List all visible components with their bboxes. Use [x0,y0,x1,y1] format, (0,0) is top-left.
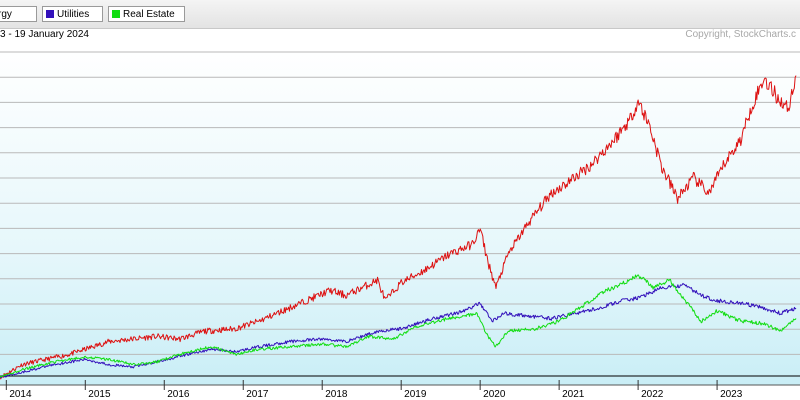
legend-bar: rgy Utilities Real Estate [0,0,800,29]
series-lines [0,75,797,380]
x-tick-label-2019: 2019 [404,389,427,400]
legend-label-utilities: Utilities [57,9,90,20]
date-range: 3 - 19 January 2024 [0,29,89,40]
series-line-utilities [0,282,797,379]
legend-item-energy[interactable]: rgy [0,6,37,22]
x-tick-label-2015: 2015 [88,389,111,400]
x-tick-label-2018: 2018 [325,389,348,400]
x-axis-ticks: 2014 2015 2016 2017 2018 2019 2020 2021 2022 2023 [5,380,743,400]
x-tick-label-2022: 2022 [641,389,664,400]
x-tick-label-2016: 2016 [167,389,190,400]
real-estate-swatch [112,10,120,18]
x-tick-label-2014: 2014 [9,389,32,400]
legend-label-real-estate: Real Estate [123,9,175,20]
series-line-real-estate [0,274,797,378]
utilities-swatch [46,10,54,18]
legend-item-real-estate[interactable]: Real Estate [108,6,185,22]
legend-label-energy: rgy [0,9,12,20]
x-tick-label-2020: 2020 [483,389,506,400]
x-tick-label-2023: 2023 [720,389,743,400]
copyright-notice: Copyright, StockCharts.c [685,29,796,40]
legend-item-utilities[interactable]: Utilities [42,6,103,22]
x-tick-label-2021: 2021 [562,389,585,400]
x-tick-label-2017: 2017 [246,389,269,400]
horizontal-gridlines [0,51,800,355]
series-line-rgy [0,75,797,380]
